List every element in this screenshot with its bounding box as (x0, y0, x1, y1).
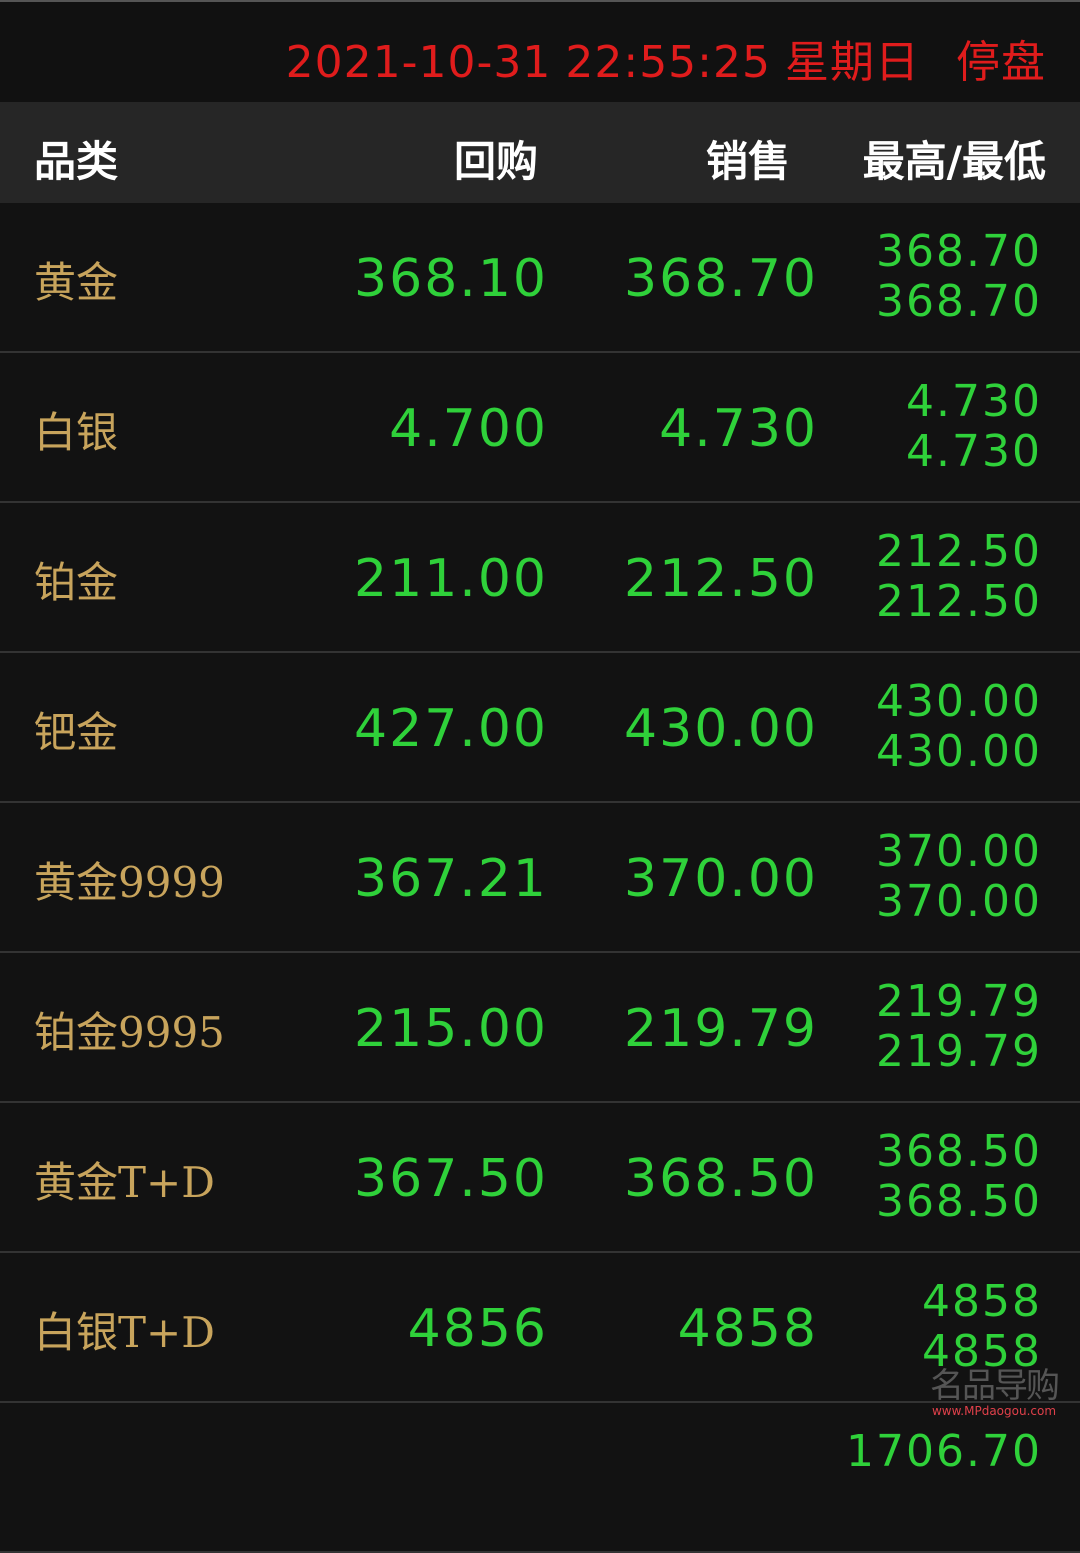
high-low-value: 368.70 (876, 276, 1042, 327)
column-high-low: 最高/最低 (862, 137, 1046, 186)
buy-price: 367.50 (354, 1149, 548, 1209)
sell-price: 370.00 (624, 849, 818, 909)
item-name: 钯金 (34, 708, 119, 757)
item-name: 黄金9999 (34, 858, 225, 907)
sell-price: 219.79 (624, 999, 818, 1059)
high-low-price: 1706.70 (846, 1427, 1042, 1477)
high-low-price: 4.730 4.730 (906, 377, 1042, 477)
high-low-value: 4858 (922, 1276, 1042, 1327)
watermark-logo: 名品导购 (930, 1366, 1060, 1406)
table-row[interactable]: 黄金 368.10 368.70 368.70 368.70 (0, 203, 1080, 353)
table-row[interactable]: 白银T+D 4856 4858 4858 4858 (0, 1253, 1080, 1403)
high-low-value: 4.730 (906, 426, 1042, 477)
table-row[interactable]: 1706.70 (0, 1403, 1080, 1553)
high-low-value: 1706.70 (846, 1426, 1042, 1477)
sell-price: 4.730 (659, 399, 818, 459)
table-row[interactable]: 铂金9995 215.00 219.79 219.79 219.79 (0, 953, 1080, 1103)
table-row[interactable]: 白银 4.700 4.730 4.730 4.730 (0, 353, 1080, 503)
sell-price: 368.70 (624, 249, 818, 309)
buy-price: 4856 (407, 1299, 548, 1359)
high-low-price: 368.70 368.70 (876, 227, 1042, 327)
buy-price: 215.00 (354, 999, 548, 1059)
high-low-value: 370.00 (876, 826, 1042, 877)
high-low-price: 4858 4858 (922, 1277, 1042, 1377)
date: 2021-10-31 (285, 37, 552, 88)
high-low-price: 370.00 370.00 (876, 827, 1042, 927)
high-low-value: 4858 (922, 1326, 1042, 1377)
table-header: 品类 回购 销售 最高/最低 (0, 102, 1080, 203)
high-low-value: 368.70 (876, 226, 1042, 277)
item-name: 白银T+D (34, 1308, 215, 1357)
market-status: 停盘 (956, 37, 1046, 88)
sell-price: 212.50 (624, 549, 818, 609)
price-table: 黄金 368.10 368.70 368.70 368.70 白银 4.700 4.730 4.… (0, 203, 1080, 1553)
high-low-value: 219.79 (876, 1026, 1042, 1077)
high-low-price: 430.00 430.00 (876, 677, 1042, 777)
high-low-value: 430.00 (876, 676, 1042, 727)
high-low-value: 4.730 (906, 376, 1042, 427)
column-name: 品类 (34, 137, 119, 186)
sell-price: 368.50 (624, 1149, 818, 1209)
buy-price: 211.00 (354, 549, 548, 609)
table-row[interactable]: 黄金T+D 367.50 368.50 368.50 368.50 (0, 1103, 1080, 1253)
item-name: 黄金T+D (34, 1158, 215, 1207)
item-name: 白银 (34, 408, 119, 457)
buy-price: 4.700 (389, 399, 548, 459)
time: 22:55:25 (565, 37, 771, 88)
buy-price: 427.00 (354, 699, 548, 759)
sell-price: 430.00 (624, 699, 818, 759)
watermark-url: www.MPdaogou.com (931, 1404, 1057, 1418)
column-buy: 回购 (453, 137, 538, 186)
watermark: 名品导购 www.MPdaogou.com (930, 1366, 1060, 1418)
column-sell: 销售 (705, 137, 790, 186)
high-low-value: 370.00 (876, 876, 1042, 927)
item-name: 铂金 (34, 558, 119, 607)
status-bar: 2021-10-31 22:55:25 星期日 停盘 (0, 0, 1080, 102)
high-low-value: 430.00 (876, 726, 1042, 777)
high-low-price: 212.50 212.50 (876, 527, 1042, 627)
high-low-value: 368.50 (876, 1126, 1042, 1177)
weekday: 星期日 (785, 37, 920, 88)
high-low-price: 219.79 219.79 (876, 977, 1042, 1077)
table-row[interactable]: 铂金 211.00 212.50 212.50 212.50 (0, 503, 1080, 653)
buy-price: 367.21 (354, 849, 548, 909)
datetime: 2021-10-31 22:55:25 星期日 停盘 (272, 26, 1046, 90)
high-low-value: 368.50 (876, 1176, 1042, 1227)
sell-price: 4858 (677, 1299, 818, 1359)
high-low-value: 212.50 (876, 526, 1042, 577)
buy-price: 368.10 (354, 249, 548, 309)
high-low-value: 212.50 (876, 576, 1042, 627)
high-low-value: 219.79 (876, 976, 1042, 1027)
item-name: 黄金 (34, 258, 119, 307)
table-row[interactable]: 钯金 427.00 430.00 430.00 430.00 (0, 653, 1080, 803)
table-row[interactable]: 黄金9999 367.21 370.00 370.00 370.00 (0, 803, 1080, 953)
item-name: 铂金9995 (34, 1008, 225, 1057)
high-low-price: 368.50 368.50 (876, 1127, 1042, 1227)
